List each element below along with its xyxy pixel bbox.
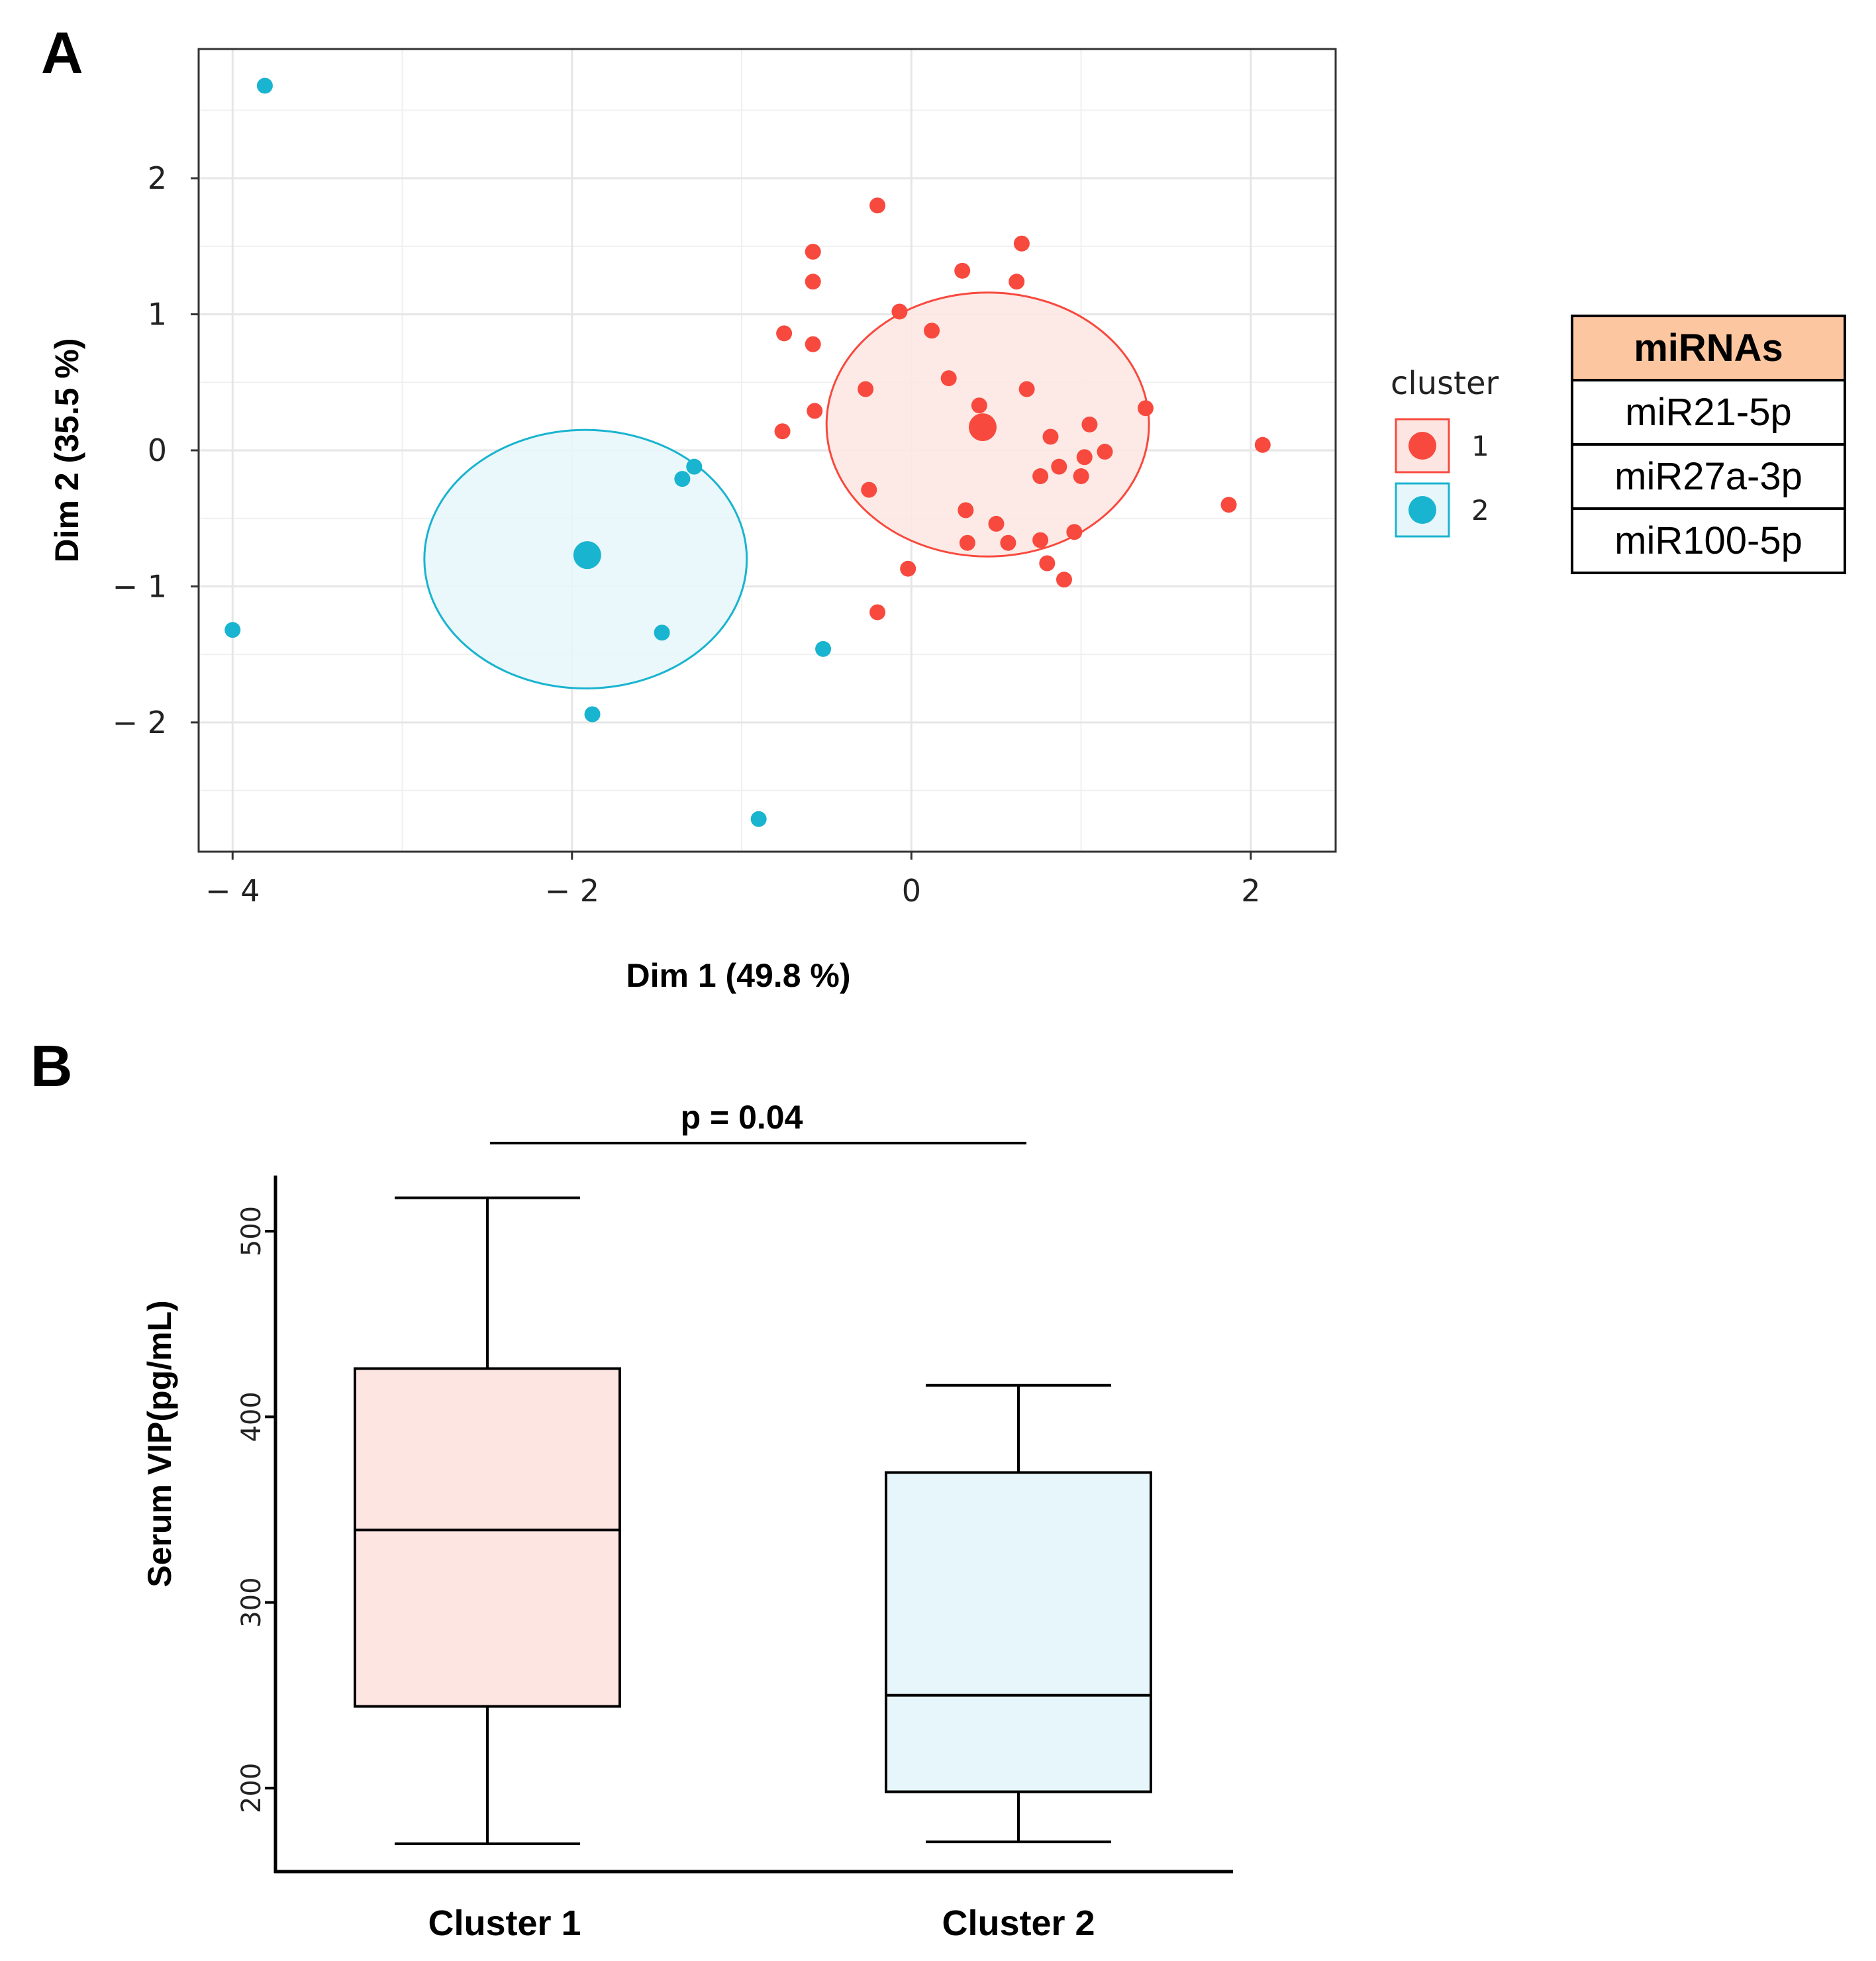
box-iqr-2 (885, 1471, 1152, 1793)
cluster-1-point (1042, 428, 1059, 445)
cluster-1-point (1220, 497, 1237, 513)
cluster-2-centroid (573, 541, 601, 570)
cluster-1-point (1056, 572, 1072, 588)
cluster-1-point (1137, 400, 1154, 417)
cluster-1-point (954, 262, 971, 279)
panel-b-y-axis-title: Serum VIP(pg/mL) (141, 1300, 178, 1587)
cluster-1-point (1066, 524, 1083, 540)
cluster-1-point (940, 370, 957, 387)
b-y-tick-label: 300 (236, 1577, 267, 1627)
cluster-1-point (1000, 534, 1016, 551)
cluster-1-point (1076, 449, 1093, 466)
legend-label-1: 1 (1471, 430, 1489, 462)
cluster-1-point (1081, 416, 1098, 432)
panel-a-legend: cluster 1 2 (1391, 365, 1499, 538)
legend-key-2-dot (1408, 496, 1436, 524)
legend-key-1-dot (1408, 432, 1436, 460)
panel-a-ticks: − 4 − 2 0 2 − 2 − 1 0 1 2 (113, 160, 1261, 909)
cluster-1-point (774, 423, 791, 440)
y-tick-label: 2 (148, 160, 167, 196)
mirna-table: miRNAs miR21-5p miR27a-3p miR100-5p (1571, 315, 1846, 574)
cluster-1-point (805, 274, 821, 290)
cluster-1-point (869, 604, 886, 621)
x-tick-label: − 4 (205, 873, 260, 909)
cluster-1-point (861, 481, 877, 498)
b-y-tick-label: 400 (236, 1391, 267, 1442)
cluster-2-point (654, 625, 670, 641)
mirna-table-row-cell (1571, 507, 1846, 574)
y-tick-label: 0 (148, 432, 167, 468)
cluster-1-point (1013, 235, 1030, 252)
cluster-2-point (686, 458, 703, 475)
panel-b-letter: B (30, 1033, 73, 1099)
cluster-1-point (776, 325, 793, 342)
mirna-table-row-cell (1571, 443, 1846, 510)
b-y-tick-label: 500 (236, 1206, 267, 1256)
y-tick-label: − 2 (113, 705, 167, 740)
cluster-1-point (924, 323, 940, 339)
panel-a-centroids (573, 413, 997, 570)
cluster-1-point (805, 244, 821, 260)
panel-a-letter: A (41, 20, 83, 85)
cluster-2-point (584, 706, 601, 723)
panel-a-y-axis-title: Dim 2 (35.5 %) (48, 338, 85, 562)
cluster-1-centroid (968, 413, 997, 442)
cluster-1-point (1051, 458, 1067, 475)
cluster-2-point (750, 811, 767, 827)
cluster-2-point (256, 77, 273, 94)
panel-b-categories: Cluster 1 Cluster 2 (428, 1903, 1095, 1943)
category-label: Cluster 2 (942, 1903, 1095, 1943)
cluster-2-point (815, 640, 832, 657)
cluster-1-point (1009, 274, 1025, 290)
y-tick-label: 1 (148, 297, 167, 332)
cluster-1-point (1039, 555, 1056, 572)
cluster-1-point (1254, 436, 1271, 453)
cluster-1-point (1018, 381, 1035, 397)
cluster-2-point (674, 471, 691, 487)
cluster-1-point (869, 197, 886, 214)
mirna-table-row: miR21-5p (1625, 391, 1791, 434)
panel-a-scatter: − 4 − 2 0 2 − 2 − 1 0 1 2 Dim 1 (49.8 %) Dim 2 (… (48, 48, 1846, 994)
category-label: Cluster 1 (428, 1903, 581, 1943)
cluster-1-point (858, 381, 874, 397)
cluster-1-point (805, 336, 821, 352)
panel-b-boxplot: 200 300 400 500 Cluster 1 Cluster 2 Serum VI… (141, 1099, 1233, 1943)
x-tick-label: 0 (902, 873, 921, 909)
x-tick-label: − 2 (545, 873, 599, 909)
cluster-1-point (1097, 444, 1113, 460)
panel-b-ticks: 200 300 400 500 (236, 1206, 275, 1813)
cluster-1-point (900, 560, 916, 577)
panel-a-x-axis-title: Dim 1 (49.8 %) (626, 957, 850, 994)
mirna-table-row: miR27a-3p (1614, 455, 1802, 498)
cluster-1-point (988, 515, 1005, 532)
box-iqr-1 (354, 1367, 621, 1708)
mirna-table-header: miRNAs (1634, 327, 1783, 370)
cluster-1-point (891, 303, 908, 320)
panel-a-points (224, 77, 1271, 827)
cluster-1-point (1032, 468, 1049, 485)
cluster-1-point (958, 502, 974, 519)
cluster-1-point (1073, 468, 1089, 485)
p-value-label: p = 0.04 (681, 1099, 803, 1136)
cluster-1-point (959, 534, 975, 551)
cluster-1-point (807, 403, 823, 419)
cluster-1-point (1032, 532, 1049, 548)
y-tick-label: − 1 (113, 568, 167, 604)
mirna-table-header-cell (1571, 315, 1846, 381)
panel-b-boxes (354, 1196, 1152, 1845)
cluster-1-point (971, 397, 987, 414)
cluster-2-point (224, 622, 241, 638)
legend-label-2: 2 (1471, 494, 1489, 527)
mirna-table-row: miR100-5p (1614, 519, 1802, 562)
x-tick-label: 2 (1241, 873, 1260, 909)
b-y-tick-label: 200 (236, 1763, 267, 1813)
legend-title: cluster (1391, 365, 1499, 402)
